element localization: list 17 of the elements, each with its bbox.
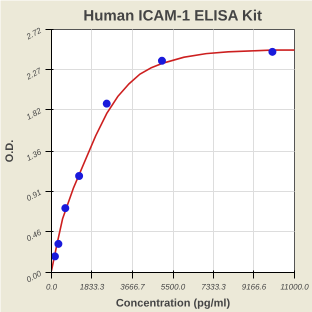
chart-title: Human ICAM-1 ELISA Kit	[83, 8, 262, 24]
x-tick-label: 0.0	[46, 282, 58, 292]
x-axis-title: Concentration (pg/ml)	[116, 298, 230, 310]
y-tick-label: 0.91	[24, 188, 43, 204]
x-tick-label: 9166.6	[242, 282, 267, 292]
x-tick-label: 7333.3	[201, 282, 226, 292]
y-axis-title: O.D.	[4, 140, 16, 162]
x-tick-label: 11000.0	[280, 282, 310, 292]
y-tick-label: 2.72	[24, 26, 44, 42]
y-tick-label: 2.27	[24, 66, 44, 82]
x-tick-label: 5500.0	[160, 282, 186, 292]
y-tick-label: 1.82	[24, 106, 44, 122]
y-tick-label: 0.46	[24, 228, 44, 244]
x-tick-label: 1833.3	[80, 282, 105, 292]
y-tick-label: 0.00	[24, 268, 44, 284]
x-tick-label: 3666.7	[120, 282, 146, 292]
y-tick-label: 1.36	[24, 147, 44, 163]
